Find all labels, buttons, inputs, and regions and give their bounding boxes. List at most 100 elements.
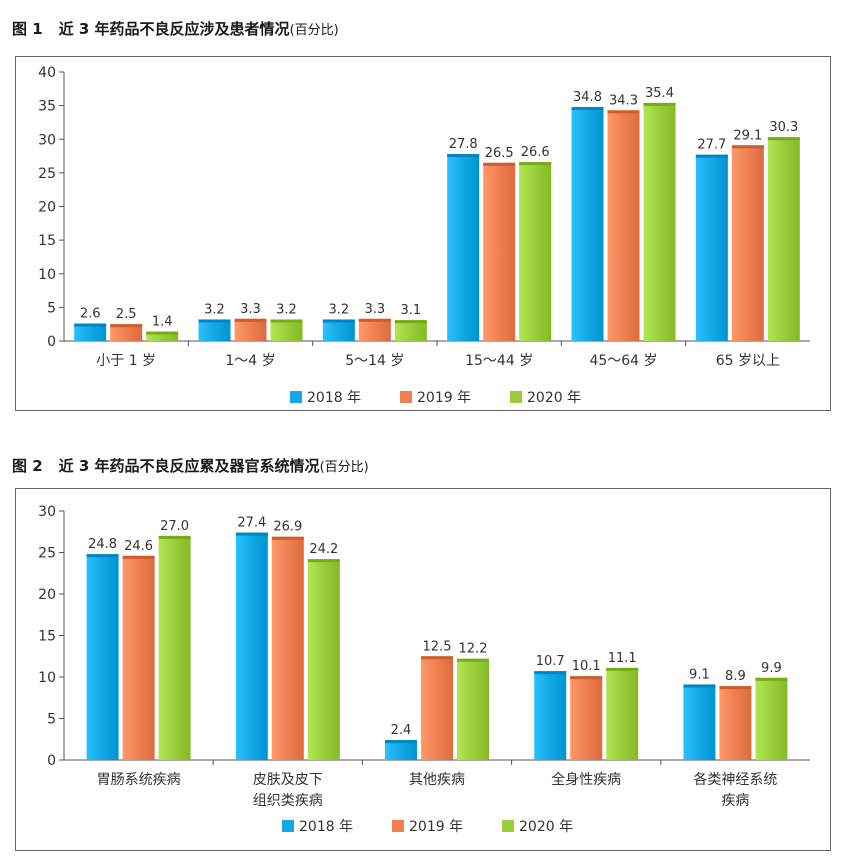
- c2-bar-2-4: [570, 676, 603, 760]
- c1-bar-3-6: [767, 137, 800, 341]
- figure1-title-text: 近 3 年药品不良反应涉及患者情况: [58, 20, 290, 38]
- c1-bar-2-1: [110, 324, 143, 341]
- figure1-number: 图 1: [12, 20, 43, 38]
- c1-value-label: 3.2: [204, 302, 225, 317]
- c1-bar-top: [607, 110, 640, 114]
- c1-value-label: 2.5: [116, 307, 137, 322]
- c2-category-label: 各类神经系统: [693, 772, 777, 788]
- c2-value-label: 8.9: [725, 669, 746, 684]
- c1-bar-2-2: [234, 318, 267, 341]
- c1-bar-1-3: [322, 319, 355, 341]
- c2-value-label: 12.2: [459, 642, 488, 657]
- c2-bar-2-5: [719, 686, 752, 760]
- c2-category-label: 皮肤及皮下: [253, 772, 323, 788]
- c1-value-label: 34.8: [573, 90, 602, 105]
- c1-ytick-label: 0: [47, 334, 56, 350]
- c1-bar-2-4: [483, 162, 516, 341]
- c1-bar-top: [234, 318, 267, 322]
- c2-bar-top: [683, 684, 716, 688]
- c2-value-label: 2.4: [391, 723, 412, 738]
- c1-bar-top: [643, 102, 676, 106]
- c2-ytick-label: 10: [38, 670, 56, 686]
- c1-value-label: 26.6: [521, 145, 550, 160]
- c1-legend-swatch-1: [290, 391, 302, 403]
- c1-value-label: 34.3: [609, 93, 638, 108]
- c2-bar-top: [307, 559, 340, 563]
- c2-category-label: 胃肠系统疾病: [97, 772, 181, 788]
- c2-bar-top: [271, 536, 304, 540]
- c2-bar-3-3: [457, 658, 489, 760]
- c2-bar-top: [534, 671, 567, 675]
- figure2-title: 图 2 近 3 年药品不良反应累及器官系统情况(百分比): [12, 455, 369, 476]
- c1-bar-3-1: [146, 331, 179, 341]
- c1-value-label: 3.2: [328, 302, 349, 317]
- c1-ytick-label: 5: [47, 300, 56, 316]
- c2-ytick-label: 5: [47, 712, 56, 728]
- c1-legend-label-2: 2019 年: [417, 390, 471, 406]
- c2-bar-1-2: [235, 532, 268, 760]
- c1-bar-3-4: [519, 162, 552, 341]
- c1-bar-1-1: [74, 323, 107, 341]
- c2-value-label: 12.5: [423, 639, 452, 654]
- figure1-unit: (百分比): [289, 23, 339, 38]
- c1-bar-1-4: [447, 154, 480, 341]
- c1-ytick-label: 40: [38, 65, 56, 81]
- c1-bar-3-2: [270, 319, 303, 341]
- c1-value-label: 1.4: [152, 315, 173, 330]
- c2-bar-1-1: [86, 554, 119, 760]
- c1-bar-top: [519, 162, 552, 166]
- figure2-chart: 0 5 10 15 20 25 30 24.8 24.6 27.0 胃肠系统疾病 27.4 26.9 24…: [15, 488, 831, 851]
- c2-value-label: 11.1: [608, 651, 637, 666]
- c1-value-label: 35.4: [645, 86, 674, 101]
- figure1-title: 图 1 近 3 年药品不良反应涉及患者情况(百分比): [12, 18, 339, 39]
- c1-legend-swatch-3: [510, 391, 522, 403]
- c2-value-label: 10.1: [572, 659, 601, 674]
- c2-legend-swatch-2: [392, 820, 404, 832]
- c2-bar-top: [421, 656, 453, 660]
- c2-legend-label-3: 2020 年: [519, 819, 573, 835]
- c2-ytick-label: 15: [38, 629, 56, 645]
- c2-bar-2-3: [421, 656, 453, 760]
- c1-legend-swatch-2: [400, 391, 412, 403]
- c1-bar-top: [447, 154, 480, 158]
- c2-ytick-label: 25: [38, 546, 56, 562]
- c1-bar-1-5: [571, 106, 604, 341]
- c1-ytick-label: 25: [38, 166, 56, 182]
- c2-value-label: 24.8: [88, 537, 117, 552]
- c1-bar-top: [571, 106, 604, 110]
- c2-bar-top: [570, 676, 603, 680]
- c2-category-label: 疾病: [721, 793, 749, 809]
- c1-value-label: 3.1: [400, 303, 421, 318]
- c1-ytick-label: 20: [38, 200, 56, 216]
- c2-value-label: 10.7: [536, 654, 565, 669]
- c1-value-label: 27.8: [449, 137, 478, 152]
- c1-bar-top: [731, 145, 764, 149]
- c1-value-label: 27.7: [697, 138, 726, 153]
- c1-bar-top: [695, 154, 728, 158]
- c2-value-label: 9.9: [761, 661, 782, 676]
- c2-bar-1-3: [385, 740, 417, 760]
- c2-bar-3-5: [755, 677, 788, 760]
- c1-category-label: 65 岁以上: [716, 353, 780, 369]
- c2-category-label: 其他疾病: [409, 772, 465, 788]
- c1-bar-top: [767, 137, 800, 141]
- c1-bar-top: [270, 319, 303, 323]
- c2-bar-top: [755, 677, 788, 681]
- c1-bar-2-5: [607, 110, 640, 342]
- c2-value-label: 24.6: [124, 539, 153, 554]
- c1-value-label: 2.6: [80, 307, 101, 322]
- c1-ytick-label: 10: [38, 267, 56, 283]
- c2-value-label: 27.4: [237, 516, 266, 531]
- c2-bar-2-2: [271, 536, 304, 760]
- c1-ytick-label: 30: [38, 132, 56, 148]
- c2-value-label: 26.9: [273, 520, 302, 535]
- c1-value-label: 30.3: [769, 120, 798, 135]
- c1-bar-top: [110, 324, 143, 328]
- c1-bar-1-2: [198, 319, 231, 341]
- c1-category-label: 15～44 岁: [465, 353, 533, 369]
- c2-legend-swatch-1: [282, 820, 294, 832]
- c2-bar-top: [457, 658, 489, 662]
- c1-value-label: 29.1: [733, 128, 762, 143]
- c2-legend-swatch-3: [502, 820, 514, 832]
- c1-category-label: 5～14 岁: [345, 353, 404, 369]
